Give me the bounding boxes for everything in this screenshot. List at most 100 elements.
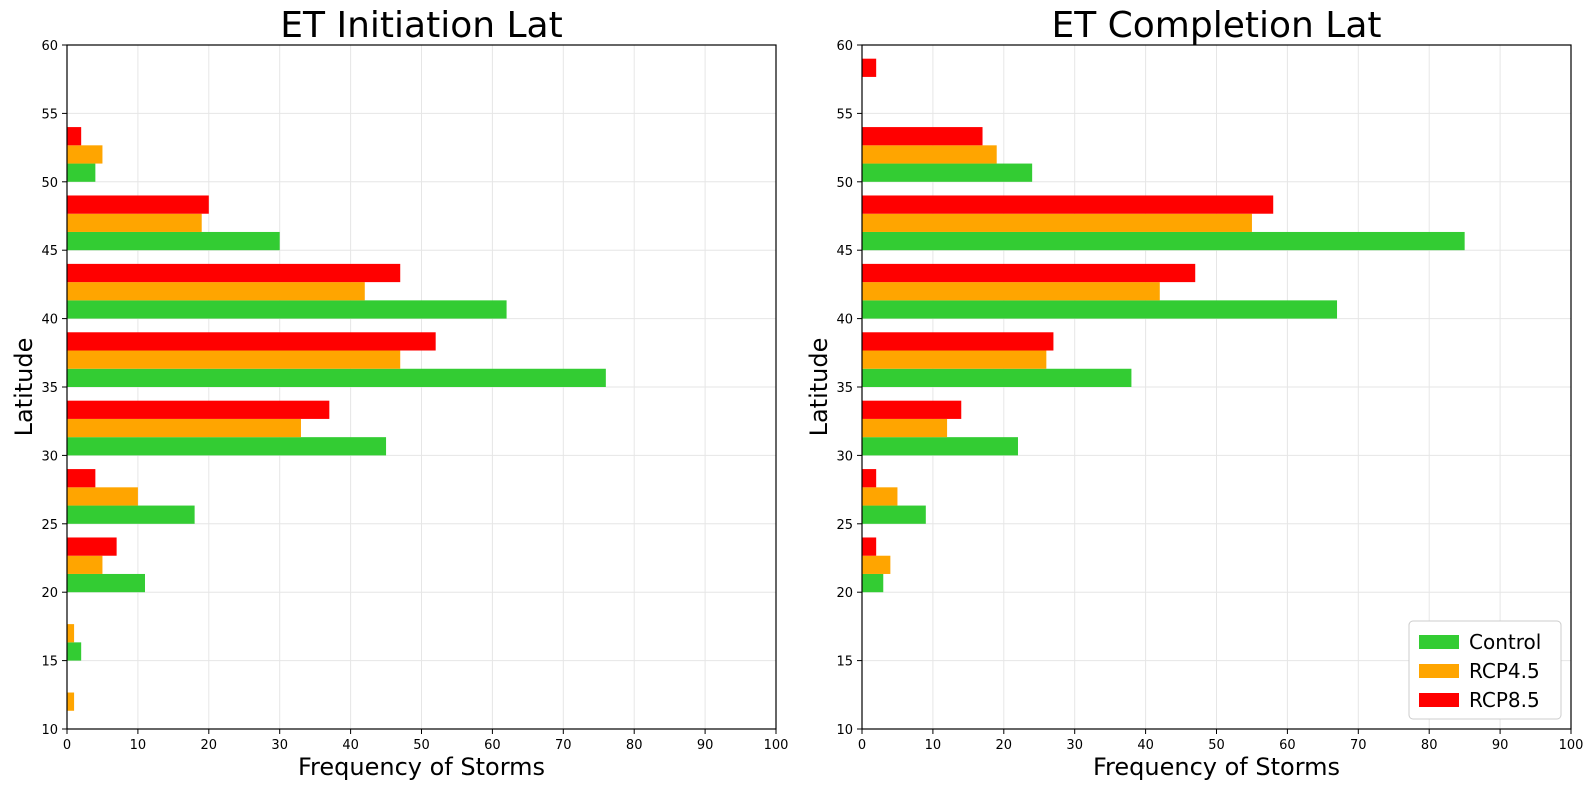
x-tick-label: 50 bbox=[1208, 738, 1225, 753]
bar-control bbox=[862, 163, 1033, 182]
x-tick-label: 10 bbox=[130, 738, 147, 753]
bar-rcp4-5 bbox=[862, 282, 1160, 301]
bar-rcp8-5 bbox=[862, 400, 962, 419]
x-tick-label: 80 bbox=[626, 738, 643, 753]
bar-rcp8-5 bbox=[862, 469, 877, 488]
x-tick-label: 90 bbox=[1492, 738, 1509, 753]
y-axis-title: Latitude bbox=[10, 338, 38, 437]
bar-rcp8-5 bbox=[862, 332, 1054, 351]
bar-rcp8-5 bbox=[862, 537, 877, 556]
bar-control bbox=[67, 573, 145, 593]
y-tick-label: 20 bbox=[41, 586, 58, 601]
y-tick-label: 60 bbox=[836, 39, 853, 54]
bar-control bbox=[862, 505, 926, 524]
bar-rcp4-5 bbox=[862, 555, 891, 574]
x-tick-label: 40 bbox=[342, 738, 359, 753]
chart-initiation: 0 10 20 30 40 50 60 70 80 90 100 10 15 20 25 30 35 40 45 50… bbox=[10, 5, 788, 781]
bar-rcp4-5 bbox=[67, 692, 75, 711]
x-tick-label: 60 bbox=[484, 738, 501, 753]
bar-control bbox=[67, 163, 96, 182]
y-axis-title: Latitude bbox=[805, 338, 833, 437]
y-tick-label: 45 bbox=[836, 244, 853, 259]
bar-control bbox=[862, 437, 1018, 456]
x-tick-label: 70 bbox=[555, 738, 572, 753]
y-tick-label: 50 bbox=[836, 176, 853, 191]
y-tick-label: 35 bbox=[41, 381, 58, 396]
legend-swatch-rcp4-5 bbox=[1419, 664, 1459, 678]
bar-rcp8-5 bbox=[67, 469, 96, 488]
bar-rcp8-5 bbox=[67, 127, 82, 146]
y-tick-label: 35 bbox=[836, 381, 853, 396]
chart-title: ET Completion Lat bbox=[1051, 5, 1381, 46]
y-tick-label: 55 bbox=[836, 107, 853, 122]
x-tick-label: 60 bbox=[1279, 738, 1296, 753]
bar-rcp8-5 bbox=[67, 400, 330, 419]
bar-rcp4-5 bbox=[67, 624, 75, 643]
legend-swatch-rcp8-5 bbox=[1419, 693, 1459, 707]
y-tick-label: 20 bbox=[836, 586, 853, 601]
x-tick-label: 20 bbox=[996, 738, 1013, 753]
y-tick-label: 10 bbox=[836, 723, 853, 738]
y-tick-label: 55 bbox=[41, 107, 58, 122]
y-tick-label: 15 bbox=[41, 655, 58, 670]
bar-rcp8-5 bbox=[862, 127, 983, 146]
y-tick-label: 45 bbox=[41, 244, 58, 259]
x-tick-label: 0 bbox=[63, 738, 71, 753]
legend-label: RCP4.5 bbox=[1469, 659, 1540, 683]
bar-rcp8-5 bbox=[862, 195, 1274, 214]
bar-rcp4-5 bbox=[67, 555, 103, 574]
x-tick-label: 20 bbox=[201, 738, 218, 753]
y-tick-label: 40 bbox=[41, 313, 58, 328]
x-tick-label: 70 bbox=[1350, 738, 1367, 753]
legend-swatch-control bbox=[1419, 635, 1459, 649]
bar-rcp4-5 bbox=[862, 487, 898, 506]
x-axis-title: Frequency of Storms bbox=[298, 753, 545, 781]
bar-rcp4-5 bbox=[862, 418, 948, 438]
y-tick-label: 15 bbox=[836, 655, 853, 670]
y-tick-label: 30 bbox=[41, 449, 58, 464]
bar-rcp4-5 bbox=[67, 418, 301, 438]
x-tick-label: 0 bbox=[858, 738, 866, 753]
bar-rcp4-5 bbox=[862, 213, 1252, 232]
bar-control bbox=[67, 300, 507, 319]
legend-label: RCP8.5 bbox=[1469, 688, 1540, 712]
bar-rcp8-5 bbox=[67, 263, 401, 283]
bar-rcp4-5 bbox=[67, 145, 103, 164]
bar-rcp8-5 bbox=[67, 195, 209, 214]
bar-control bbox=[67, 368, 606, 387]
bar-control bbox=[67, 642, 82, 661]
legend-label: Control bbox=[1469, 630, 1541, 654]
x-tick-label: 100 bbox=[1559, 738, 1584, 753]
chart-title: ET Initiation Lat bbox=[280, 5, 562, 46]
bar-control bbox=[862, 300, 1338, 319]
bar-rcp4-5 bbox=[67, 213, 202, 232]
x-axis-title: Frequency of Storms bbox=[1093, 753, 1340, 781]
bar-rcp4-5 bbox=[67, 350, 401, 369]
bar-rcp8-5 bbox=[862, 263, 1196, 283]
x-tick-label: 30 bbox=[271, 738, 288, 753]
bar-control bbox=[862, 368, 1132, 387]
y-tick-label: 30 bbox=[836, 449, 853, 464]
y-tick-label: 50 bbox=[41, 176, 58, 191]
bar-rcp4-5 bbox=[67, 282, 365, 301]
bar-control bbox=[67, 231, 280, 251]
bar-control bbox=[67, 505, 195, 524]
x-tick-label: 40 bbox=[1137, 738, 1154, 753]
bar-rcp8-5 bbox=[862, 58, 877, 77]
bar-control bbox=[862, 573, 884, 593]
bar-rcp8-5 bbox=[67, 332, 436, 351]
x-tick-label: 80 bbox=[1421, 738, 1438, 753]
x-tick-label: 10 bbox=[925, 738, 942, 753]
x-tick-label: 90 bbox=[697, 738, 714, 753]
bar-rcp4-5 bbox=[862, 145, 997, 164]
y-tick-label: 60 bbox=[41, 39, 58, 54]
x-tick-label: 30 bbox=[1066, 738, 1083, 753]
y-tick-label: 40 bbox=[836, 313, 853, 328]
bar-rcp4-5 bbox=[67, 487, 138, 506]
y-tick-label: 25 bbox=[41, 518, 58, 533]
bar-control bbox=[67, 437, 387, 456]
bar-control bbox=[862, 231, 1465, 251]
x-tick-label: 100 bbox=[764, 738, 789, 753]
bar-rcp4-5 bbox=[862, 350, 1047, 369]
